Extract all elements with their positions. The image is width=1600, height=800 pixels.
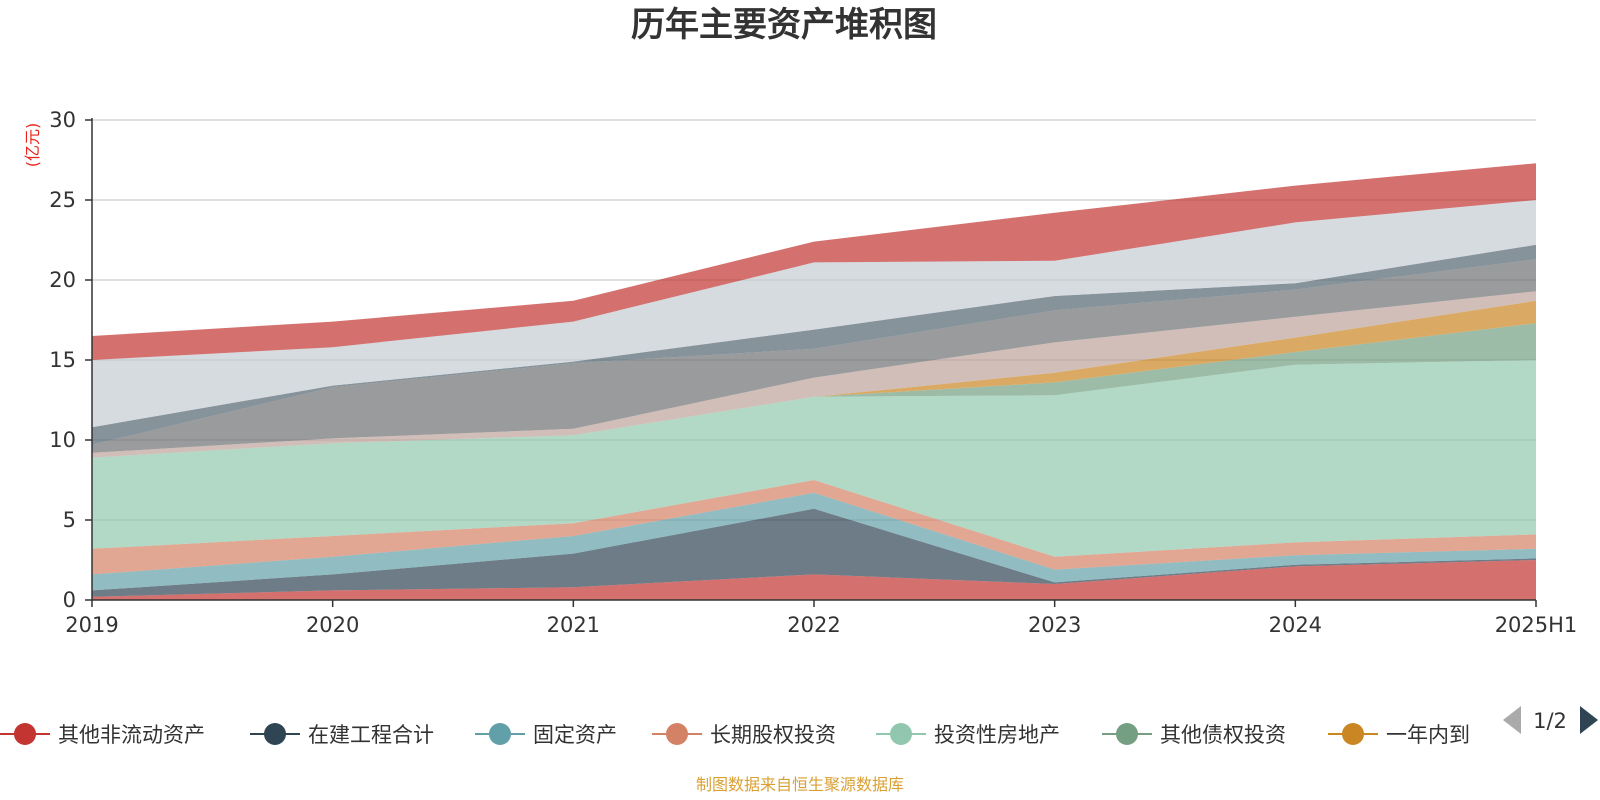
legend-marker-icon [1342, 723, 1364, 745]
x-tick-label: 2024 [1269, 613, 1322, 637]
area-series-11[interactable] [92, 163, 1536, 360]
legend-label: 一年内到 [1386, 723, 1470, 747]
x-tick-label: 2019 [65, 613, 118, 637]
area-series-4[interactable] [92, 360, 1536, 557]
legend-marker-icon [1116, 723, 1138, 745]
legend-prev-page-icon[interactable] [1503, 706, 1521, 734]
x-tick-label: 2021 [547, 613, 600, 637]
legend-marker-icon [14, 723, 36, 745]
y-tick-label: 30 [49, 108, 76, 132]
legend-item[interactable]: 固定资产 [475, 723, 617, 747]
area-series-0[interactable] [92, 560, 1536, 600]
x-tick-label: 2020 [306, 613, 359, 637]
legend: 其他非流动资产 在建工程合计 固定资产 长期股权投资 投资性房地产 其他债权投资 一年内到 [0, 723, 1470, 747]
legend-item[interactable]: 一年内到 [1328, 723, 1470, 747]
legend-label: 在建工程合计 [308, 723, 434, 747]
legend-item[interactable]: 在建工程合计 [250, 723, 434, 747]
area-series-7[interactable] [92, 291, 1536, 458]
legend-item[interactable]: 其他非流动资产 [0, 723, 205, 747]
y-tick-label: 10 [49, 428, 76, 452]
area-series-2[interactable] [92, 492, 1536, 591]
legend-marker-icon [264, 723, 286, 745]
y-tick-label: 20 [49, 268, 76, 292]
area-series-1[interactable] [92, 508, 1536, 597]
area-series-10[interactable] [92, 200, 1536, 428]
x-tick-label: 2022 [787, 613, 840, 637]
legend-item[interactable]: 其他债权投资 [1102, 723, 1286, 747]
y-tick-label: 5 [63, 508, 76, 532]
legend-pager: 1/2 [1503, 706, 1598, 734]
legend-label: 投资性房地产 [934, 723, 1060, 747]
source-note: 制图数据来自恒生聚源数据库 [696, 775, 904, 794]
y-tick-label: 15 [49, 348, 76, 372]
legend-marker-icon [489, 723, 511, 745]
area-series-9[interactable] [92, 244, 1536, 445]
y-tick-label: 25 [49, 188, 76, 212]
y-axis-unit: (亿元) [23, 123, 42, 168]
y-tick-label: 0 [63, 588, 76, 612]
legend-label: 其他债权投资 [1160, 723, 1286, 747]
legend-item[interactable]: 投资性房地产 [876, 723, 1060, 747]
axis-layer: 0 5 10 15 20 25 30 2019 2020 2021 2022 2023 2024 2025… [49, 108, 1577, 637]
legend-marker-icon [666, 723, 688, 745]
legend-label: 其他非流动资产 [58, 723, 205, 747]
legend-page-indicator: 1/2 [1533, 709, 1567, 733]
chart-title: 历年主要资产堆积图 [631, 5, 937, 45]
legend-marker-icon [890, 723, 912, 745]
legend-item[interactable]: 长期股权投资 [652, 723, 836, 747]
x-tick-label: 2025H1 [1495, 613, 1578, 637]
legend-label: 固定资产 [533, 723, 617, 747]
area-series-3[interactable] [92, 480, 1536, 575]
legend-next-page-icon[interactable] [1580, 706, 1598, 734]
area-series-8[interactable] [92, 259, 1536, 453]
x-tick-label: 2023 [1028, 613, 1081, 637]
legend-label: 长期股权投资 [710, 723, 836, 747]
area-layer [92, 163, 1536, 600]
